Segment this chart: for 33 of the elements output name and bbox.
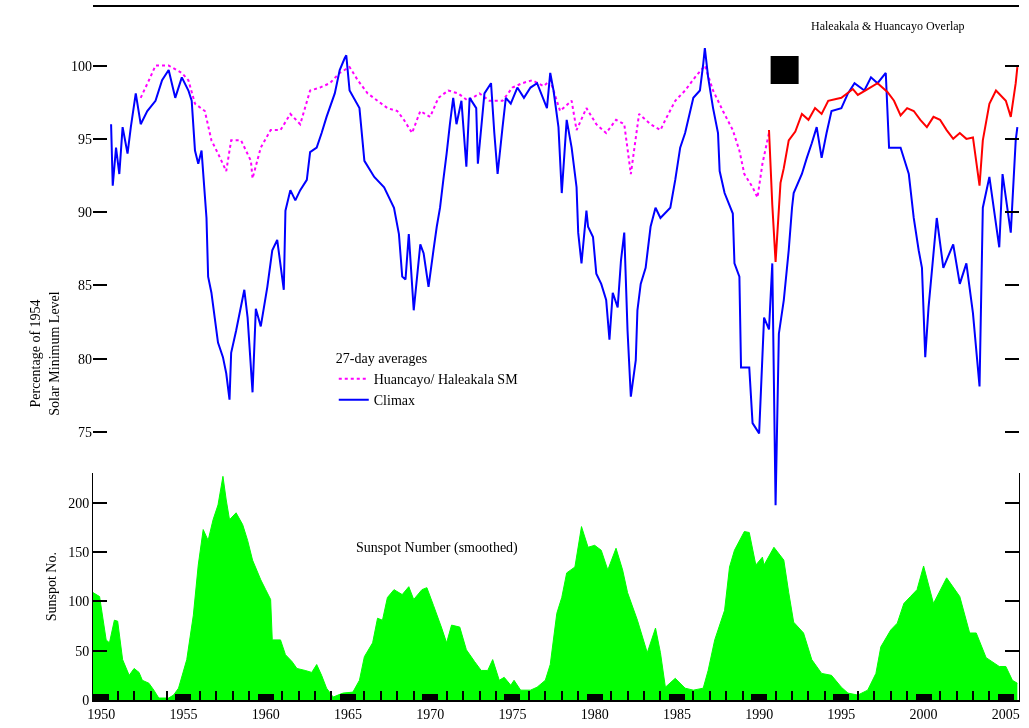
y-tick-label: 150 <box>68 545 90 561</box>
y-tick-label: 0 <box>82 692 90 708</box>
x-tick-label: 2005 <box>991 706 1020 722</box>
legend-title: 27-day averages <box>335 351 428 367</box>
x-tick-label: 1955 <box>169 706 198 722</box>
y-tick-label: 75 <box>78 424 92 440</box>
x-tick-label: 1965 <box>333 706 362 722</box>
line-series <box>139 64 770 199</box>
y-tick-label: 80 <box>78 351 92 367</box>
x-tick-label: 1990 <box>745 706 774 722</box>
y-tick-label: 85 <box>78 278 92 294</box>
y-axis-title: Sunspot No. <box>43 552 59 622</box>
x-tick-label: 1975 <box>498 706 527 722</box>
y-tick-label: 100 <box>71 58 92 74</box>
annotation: Sunspot Number (smoothed) <box>356 540 519 556</box>
line-series <box>768 66 1019 263</box>
legend-label: Climax <box>373 393 415 409</box>
y-tick-label: 90 <box>78 205 92 221</box>
y-tick-label: 50 <box>75 643 90 659</box>
x-tick-label: 1985 <box>662 706 691 722</box>
line-series <box>110 47 1019 507</box>
annotation: Haleakala & Huancayo Overlap <box>811 19 965 33</box>
y-tick-label: 100 <box>68 594 90 610</box>
x-tick-label: 1995 <box>827 706 856 722</box>
y-tick-label: 200 <box>68 495 90 511</box>
y-axis-title: Percentage of 1954 Solar Minimum Level <box>28 291 62 416</box>
x-tick-label: 2000 <box>909 706 938 722</box>
x-tick-label: 1980 <box>580 706 609 722</box>
x-tick-label: 1970 <box>416 706 445 722</box>
x-tick-label: 1960 <box>251 706 280 722</box>
x-tick-label: 1950 <box>87 706 116 722</box>
y-tick-label: 95 <box>78 131 92 147</box>
legend-label: Huancayo/ Haleakala SM <box>373 372 519 388</box>
